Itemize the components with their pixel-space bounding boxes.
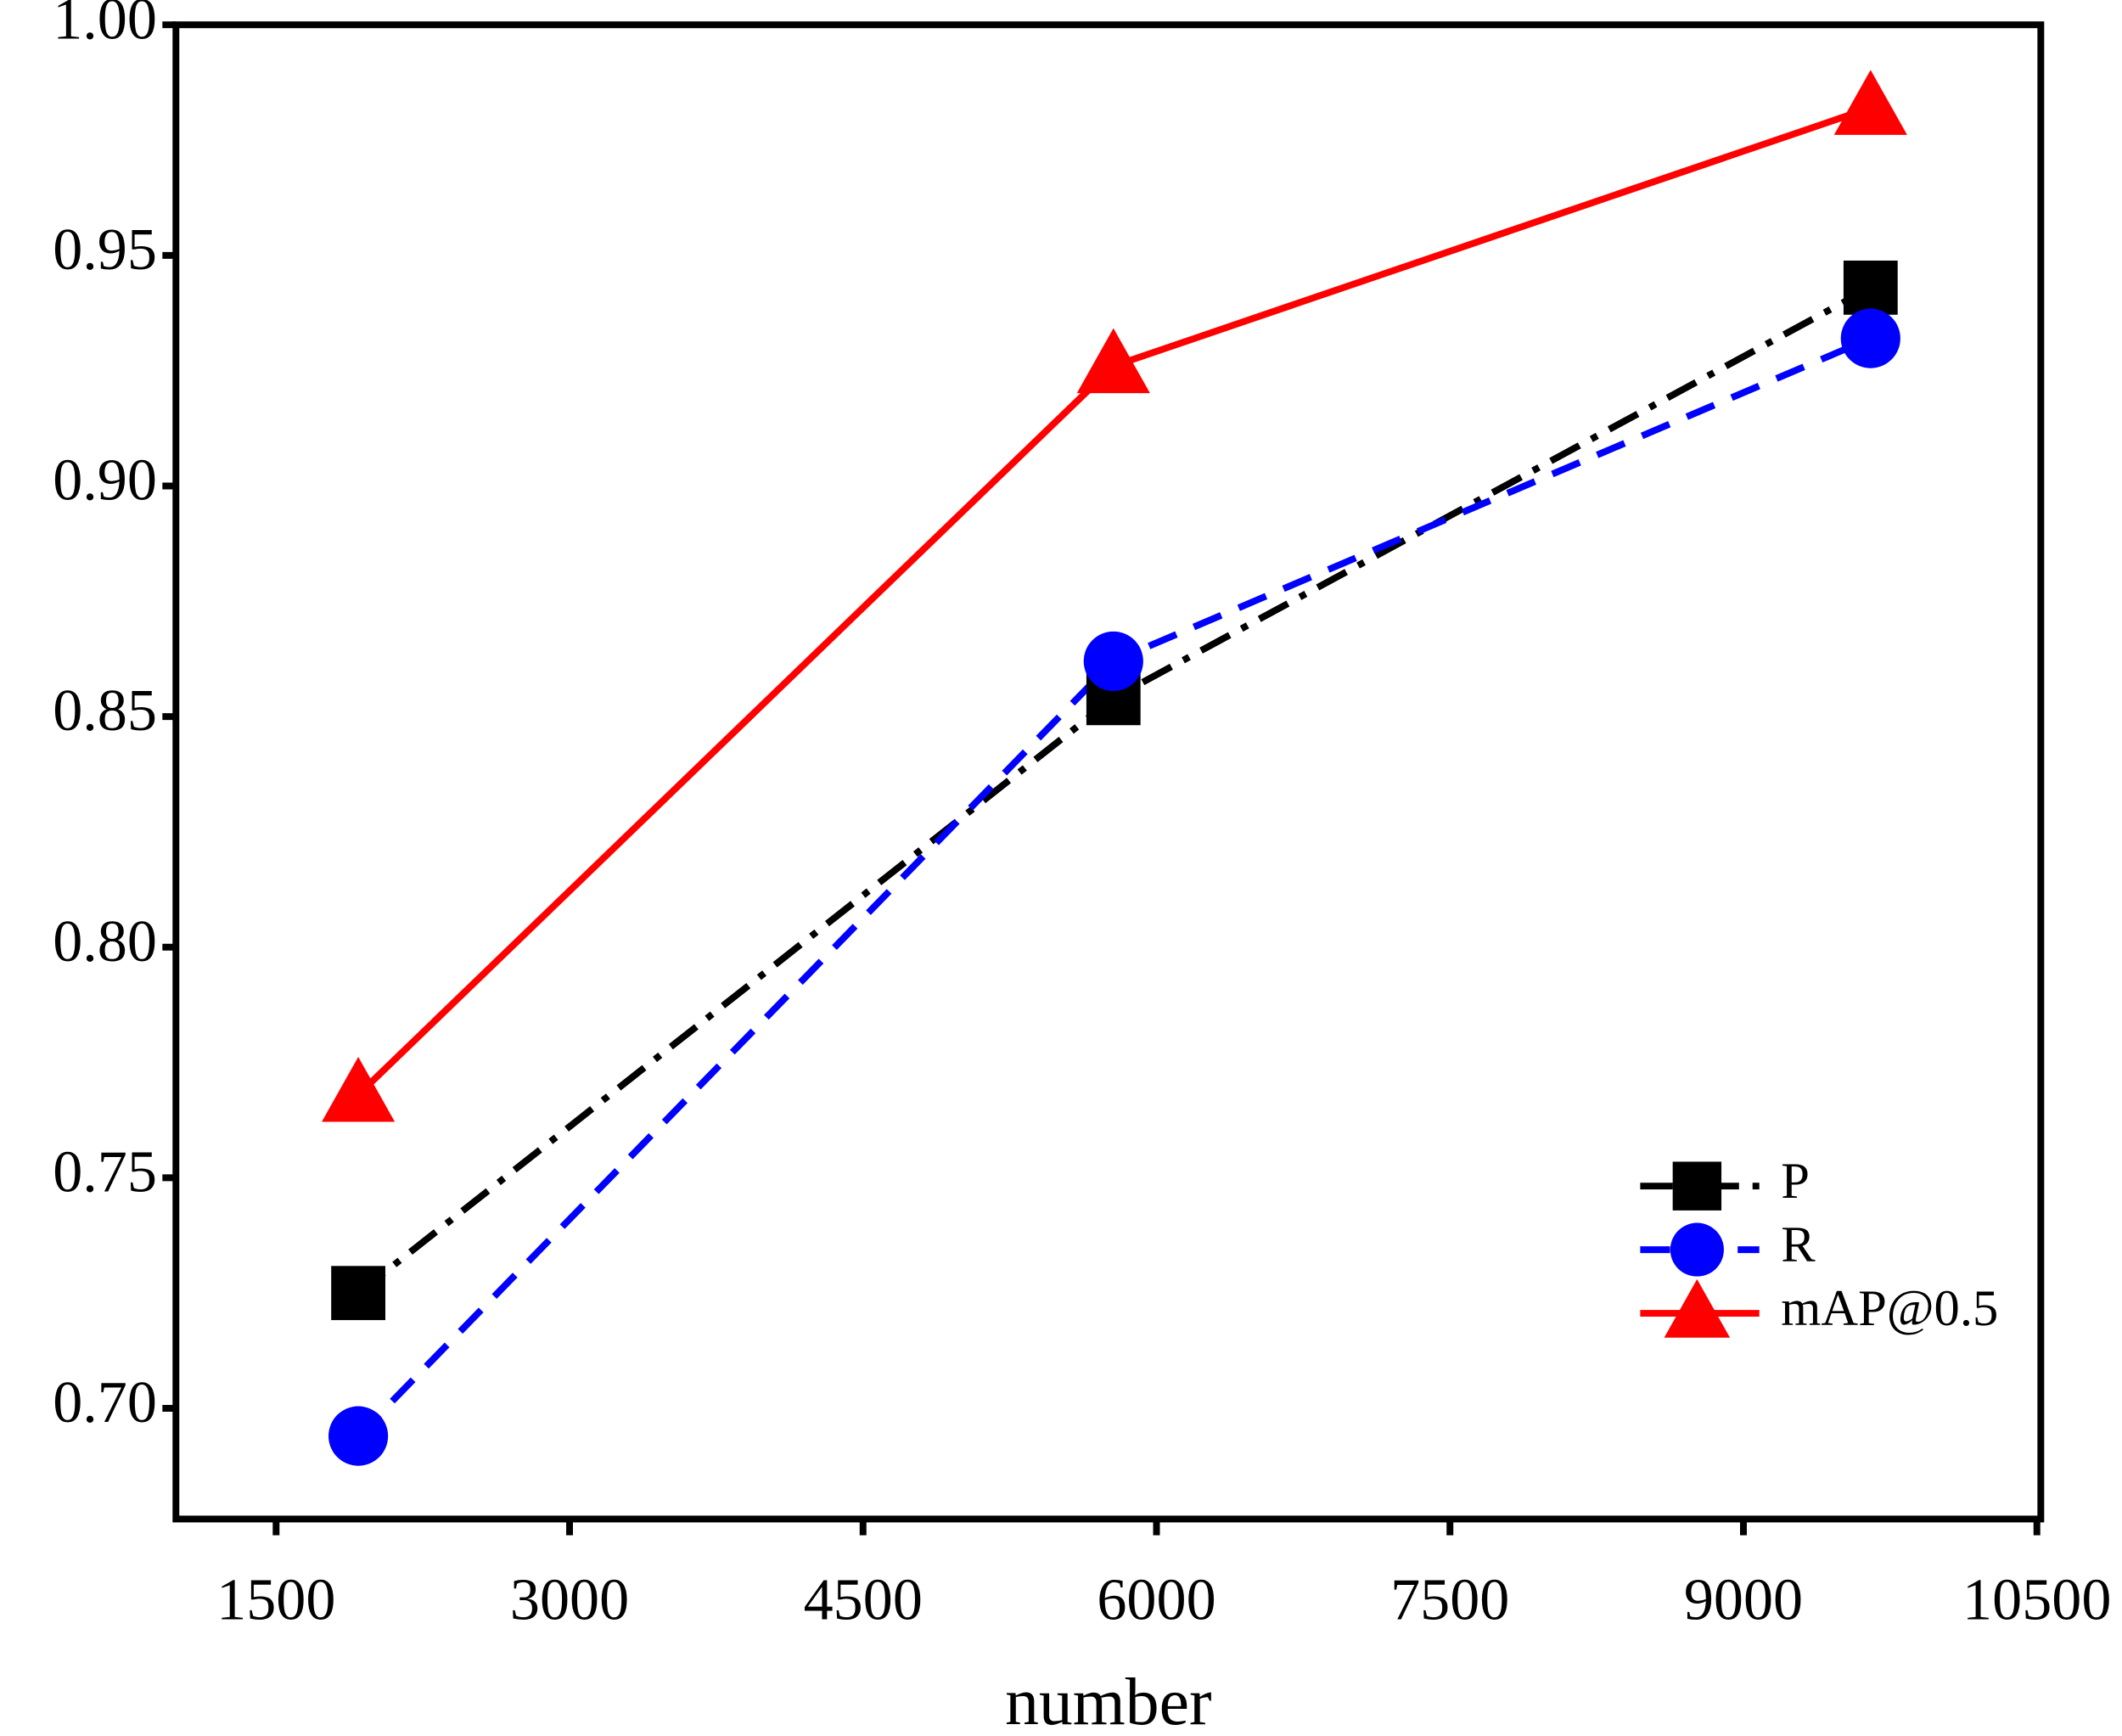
marker-square — [1843, 260, 1898, 315]
marker-circle — [1083, 631, 1143, 691]
series-line — [356, 284, 1872, 1296]
series-line — [356, 334, 1872, 1439]
marker-circle — [328, 1406, 389, 1466]
marker-triangle — [1076, 328, 1150, 394]
x-tick-label: 6000 — [1097, 1567, 1215, 1633]
y-tick-label: 0.95 — [53, 216, 157, 283]
y-tick-label: 0.75 — [53, 1138, 157, 1205]
x-tick-label: 1500 — [216, 1567, 335, 1633]
legend-marker — [1672, 1161, 1722, 1211]
x-tick-label: 9000 — [1684, 1567, 1803, 1633]
legend-marker — [1670, 1222, 1724, 1277]
legend-label: P — [1781, 1153, 1810, 1210]
marker-triangle — [322, 1056, 396, 1122]
marker-square — [331, 1266, 385, 1321]
marker-circle — [1840, 308, 1900, 368]
plot-frame — [172, 21, 2045, 1523]
legend-marker — [1664, 1278, 1731, 1338]
y-tick-label: 1.00 — [53, 0, 157, 52]
y-tick-label: 0.85 — [53, 677, 157, 744]
x-tick-label: 10500 — [1962, 1567, 2111, 1633]
series-line — [356, 104, 1872, 1098]
legend-label: mAP@0.5 — [1781, 1280, 1998, 1337]
x-tick-label: 3000 — [510, 1567, 629, 1633]
marker-triangle — [1833, 70, 1907, 135]
x-tick-label: 4500 — [804, 1567, 923, 1633]
y-tick-label: 0.80 — [53, 908, 157, 975]
y-tick-label: 0.90 — [53, 447, 157, 514]
x-axis-label: number — [1005, 1665, 1211, 1736]
x-tick-label: 7500 — [1390, 1567, 1509, 1633]
legend-label: R — [1781, 1216, 1816, 1273]
y-tick-label: 0.70 — [53, 1369, 157, 1435]
